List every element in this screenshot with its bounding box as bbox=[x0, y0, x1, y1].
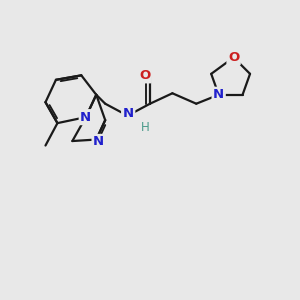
Text: N: N bbox=[80, 111, 92, 124]
Text: O: O bbox=[139, 69, 150, 82]
Text: N: N bbox=[213, 88, 224, 101]
Text: N: N bbox=[93, 135, 104, 148]
Text: H: H bbox=[141, 121, 150, 134]
Text: O: O bbox=[228, 51, 239, 64]
Text: N: N bbox=[123, 107, 134, 120]
